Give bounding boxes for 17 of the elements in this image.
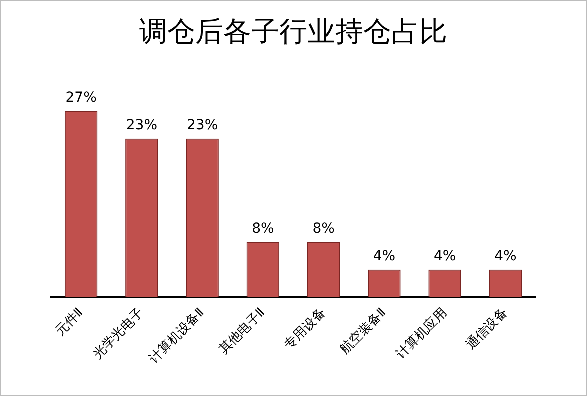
data-label: 23%: [126, 118, 158, 134]
data-label: 4%: [373, 248, 396, 265]
x-tick-label: 航空装备Ⅱ: [338, 306, 390, 358]
x-tick-label: 专用设备: [282, 306, 330, 353]
x-tick-label: 通信设备: [464, 306, 511, 353]
data-label: 8%: [312, 220, 335, 237]
data-label: 23%: [187, 118, 218, 134]
x-tick-label: 其他电子Ⅱ: [216, 306, 268, 358]
x-tick-label: 计算机设备Ⅱ: [146, 306, 208, 367]
data-label: 8%: [252, 220, 274, 237]
chart-title: 调仓后各子行业持仓占比: [140, 15, 448, 48]
data-label: 4%: [434, 248, 456, 265]
data-label: 27%: [66, 90, 97, 106]
x-tick-label: 光学光电子: [90, 306, 148, 362]
data-label: 4%: [494, 248, 517, 265]
x-tick-label: 计算机应用: [393, 304, 450, 362]
x-tick-label: 元件Ⅱ: [53, 306, 87, 340]
